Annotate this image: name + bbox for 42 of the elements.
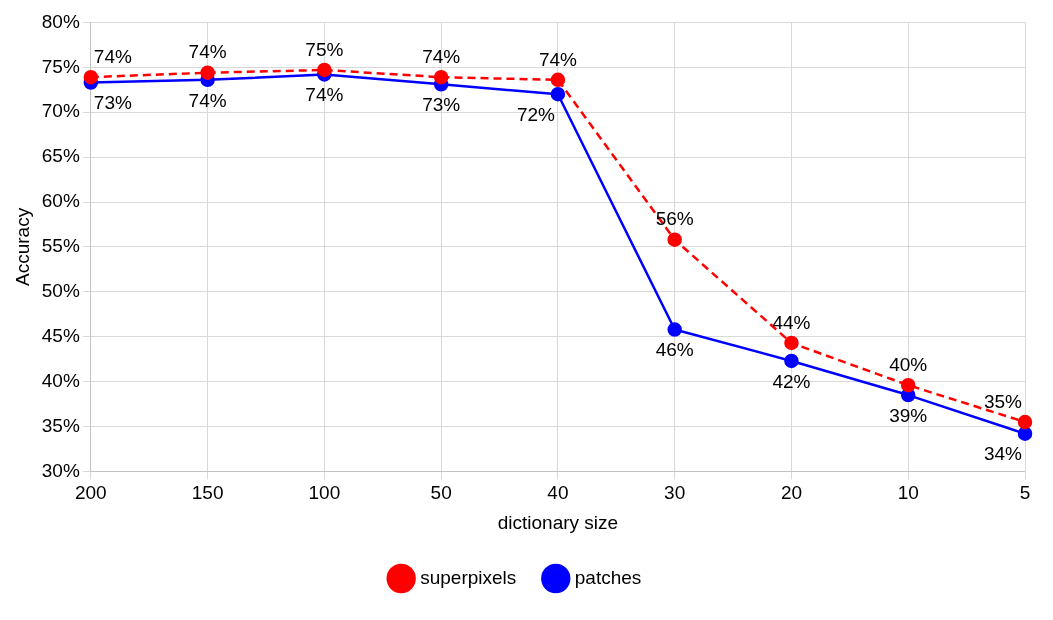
y-tick-label: 65% (41, 145, 80, 167)
legend-label: superpixels (420, 566, 517, 588)
data-label: 56% (655, 208, 694, 230)
y-tick-label: 30% (41, 459, 80, 481)
data-label: 74% (538, 48, 578, 70)
y-tick-label: 35% (41, 414, 80, 436)
y-tick-label: 70% (41, 100, 80, 122)
data-label: 42% (772, 370, 811, 392)
data-label: 35% (983, 390, 1023, 412)
x-tick-label: 20 (780, 482, 803, 504)
y-tick-label: 80% (41, 10, 80, 32)
data-label: 74% (188, 41, 227, 63)
x-tick-label: 100 (308, 482, 341, 504)
data-label: 46% (655, 339, 694, 361)
x-tick-label: 5 (1019, 482, 1031, 504)
data-label: 72% (516, 103, 556, 125)
y-tick-label: 75% (41, 55, 80, 77)
data-label: 39% (889, 404, 928, 426)
legend-label: patches (574, 566, 642, 588)
x-tick-label: 200 (74, 482, 107, 504)
x-tick-label: 150 (191, 482, 224, 504)
data-label: 73% (93, 92, 132, 114)
y-tick-label: 50% (41, 280, 80, 302)
x-tick-label: 10 (897, 482, 919, 504)
data-label: 74% (305, 84, 344, 106)
y-tick-label: 45% (41, 324, 80, 346)
x-tick-label: 40 (547, 482, 569, 504)
x-tick-label: 50 (430, 482, 452, 504)
data-label: 73% (422, 94, 461, 116)
y-axis-title: Accuracy (11, 207, 33, 286)
y-tick-label: 40% (41, 369, 80, 391)
data-label: 74% (422, 45, 461, 67)
data-label: 74% (188, 89, 227, 111)
y-tick-label: 55% (41, 235, 80, 257)
data-label: 44% (772, 311, 811, 333)
data-label: 40% (889, 353, 928, 375)
y-tick-label: 60% (41, 190, 80, 212)
data-label: 34% (983, 443, 1023, 465)
data-label: 75% (305, 38, 344, 60)
data-label: 74% (93, 45, 132, 67)
x-axis-title: dictionary size (497, 511, 619, 533)
x-tick-label: 30 (664, 482, 686, 504)
